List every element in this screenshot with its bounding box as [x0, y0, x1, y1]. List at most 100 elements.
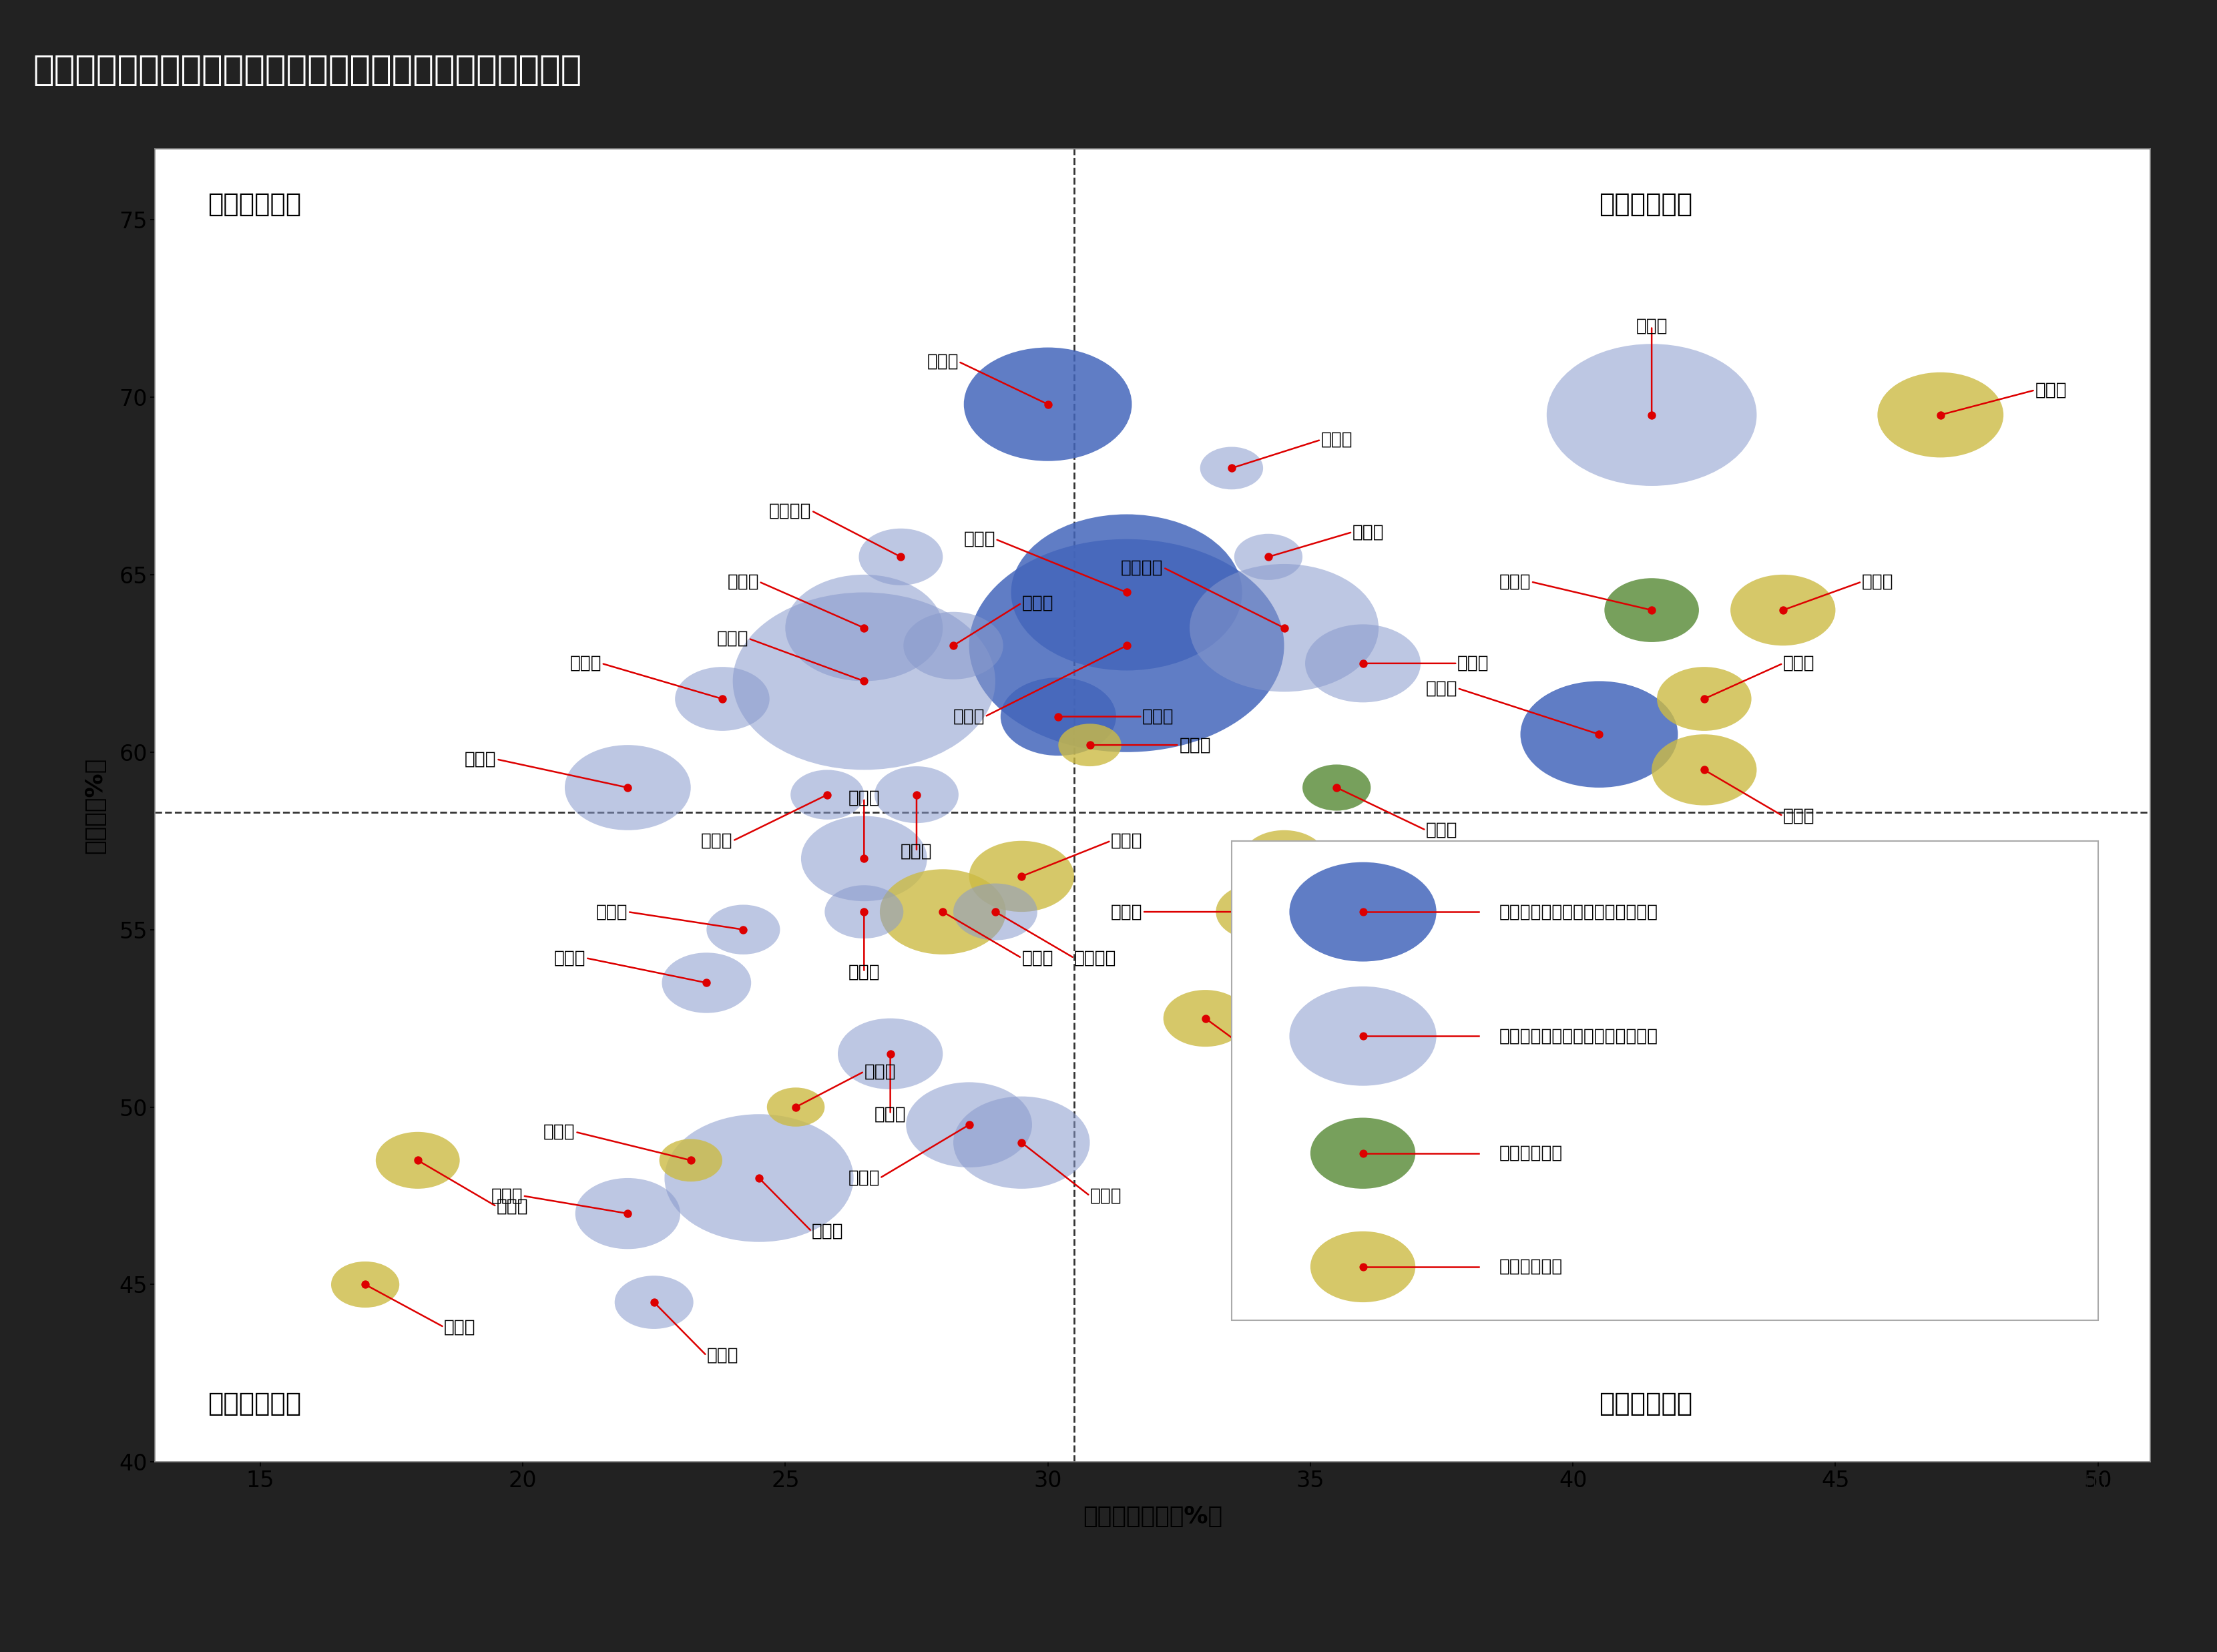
- X-axis label: リスク感度率（%）: リスク感度率（%）: [1084, 1505, 1222, 1528]
- Point: [847, 899, 882, 925]
- Point: [1073, 732, 1108, 758]
- Point: [1031, 392, 1066, 418]
- Text: 福井県: 福井県: [701, 833, 734, 849]
- Text: 宮城県: 宮城県: [2035, 382, 2066, 398]
- Text: 第２グループ: 第２グループ: [208, 192, 302, 216]
- Circle shape: [574, 1178, 681, 1249]
- Text: 富山県: 富山県: [1426, 821, 1457, 839]
- Text: 宮崎県: 宮崎県: [1782, 808, 1816, 824]
- Point: [936, 633, 971, 659]
- Text: 岩手県: 岩手県: [1913, 1028, 1947, 1044]
- Circle shape: [953, 1097, 1091, 1189]
- Circle shape: [1310, 1118, 1414, 1189]
- Text: 福島県: 福島県: [1862, 573, 1893, 590]
- Text: 秋田県: 秋田県: [1022, 950, 1053, 966]
- Point: [1922, 401, 1958, 428]
- Circle shape: [907, 1082, 1033, 1168]
- Circle shape: [375, 1132, 459, 1189]
- Text: 和歌山県: 和歌山県: [769, 502, 811, 519]
- Point: [1108, 580, 1144, 606]
- Circle shape: [1310, 1231, 1414, 1302]
- Point: [740, 1165, 776, 1191]
- Circle shape: [707, 905, 780, 955]
- Circle shape: [1707, 879, 1807, 945]
- Y-axis label: 備え率（%）: 備え率（%）: [84, 757, 106, 854]
- Circle shape: [1791, 953, 1880, 1013]
- Text: 岡山県: 岡山県: [490, 1188, 523, 1204]
- Point: [1346, 899, 1381, 925]
- Point: [1188, 1004, 1224, 1031]
- Point: [847, 667, 882, 694]
- Point: [725, 917, 760, 943]
- Point: [610, 1201, 645, 1227]
- Point: [1738, 899, 1774, 925]
- Circle shape: [825, 885, 905, 938]
- Point: [882, 544, 918, 570]
- Text: 青森県: 青森県: [1268, 1056, 1299, 1074]
- Text: 熊本県: 熊本県: [1022, 595, 1053, 611]
- Point: [1346, 1254, 1381, 1280]
- Text: 能登半島地震: 能登半島地震: [1499, 1145, 1563, 1161]
- Text: 山口県: 山口県: [554, 950, 585, 966]
- Circle shape: [734, 593, 995, 770]
- Text: 兵庫県: 兵庫県: [716, 629, 749, 648]
- Circle shape: [1301, 765, 1370, 811]
- Text: 対象者：全国30～79歳男女
サンプルサイズ n=21,501
調査実施時期：2024年５月: 対象者：全国30～79歳男女 サンプルサイズ n=21,501 調査実施時期：2…: [1949, 1474, 2106, 1526]
- Circle shape: [858, 529, 942, 585]
- Circle shape: [791, 770, 865, 819]
- Point: [1346, 651, 1381, 677]
- Text: 南海トラフ地震臨時情報（一部）: 南海トラフ地震臨時情報（一部）: [1499, 1028, 1658, 1044]
- Text: 第４グループ: 第４グループ: [208, 1391, 302, 1416]
- Point: [1687, 686, 1723, 712]
- Circle shape: [964, 347, 1133, 461]
- Circle shape: [674, 667, 769, 730]
- Text: 佐賀県: 佐賀県: [543, 1123, 574, 1140]
- Text: 第１グループ: 第１グループ: [1598, 192, 1694, 216]
- Point: [1634, 401, 1669, 428]
- Point: [705, 686, 740, 712]
- Point: [1581, 722, 1616, 748]
- Text: 静岡県: 静岡県: [927, 354, 958, 370]
- Circle shape: [1058, 724, 1122, 767]
- Circle shape: [1215, 884, 1299, 940]
- Circle shape: [1521, 681, 1678, 788]
- Circle shape: [873, 767, 958, 823]
- Text: 沖縄県: 沖縄県: [707, 1346, 738, 1365]
- Text: 京都府: 京都府: [873, 1105, 907, 1123]
- Circle shape: [1731, 575, 1836, 646]
- Text: その他の地域: その他の地域: [1499, 1259, 1563, 1275]
- Point: [1634, 596, 1669, 623]
- Circle shape: [1000, 677, 1115, 755]
- Point: [1004, 1130, 1040, 1156]
- Text: 都道府県（居住地）別の「備え率」と「リスク感度率＊」: 都道府県（居住地）別の「備え率」と「リスク感度率＊」: [33, 53, 583, 88]
- Point: [1266, 846, 1301, 872]
- Text: 大阪府: 大阪府: [727, 573, 758, 590]
- Circle shape: [838, 1018, 942, 1089]
- Text: 奈良県: 奈良県: [570, 654, 601, 672]
- Text: 福岡県: 福岡県: [811, 1222, 842, 1241]
- Text: 愛媛県: 愛媛県: [1836, 950, 1867, 966]
- Text: 千葉県: 千葉県: [1636, 317, 1667, 335]
- Circle shape: [658, 1138, 723, 1181]
- Circle shape: [1199, 446, 1264, 489]
- Circle shape: [330, 1262, 399, 1308]
- Text: 三重県: 三重県: [1142, 709, 1175, 725]
- Text: 島根県: 島根県: [497, 1198, 528, 1216]
- Point: [951, 1112, 987, 1138]
- Text: 大分県: 大分県: [1782, 654, 1816, 672]
- Circle shape: [880, 869, 1007, 955]
- Text: 長野県: 長野県: [466, 750, 497, 768]
- Point: [778, 1094, 814, 1120]
- Point: [348, 1272, 384, 1298]
- Point: [847, 615, 882, 641]
- Circle shape: [614, 1275, 694, 1328]
- Circle shape: [969, 841, 1073, 912]
- Circle shape: [953, 884, 1038, 940]
- Text: 栃木県: 栃木県: [1111, 904, 1142, 920]
- Text: 石川県: 石川県: [1499, 573, 1532, 590]
- Text: 広島県: 広島県: [1091, 1188, 1122, 1204]
- Point: [636, 1289, 672, 1315]
- Circle shape: [1235, 534, 1304, 580]
- Circle shape: [1164, 990, 1248, 1047]
- Point: [847, 846, 882, 872]
